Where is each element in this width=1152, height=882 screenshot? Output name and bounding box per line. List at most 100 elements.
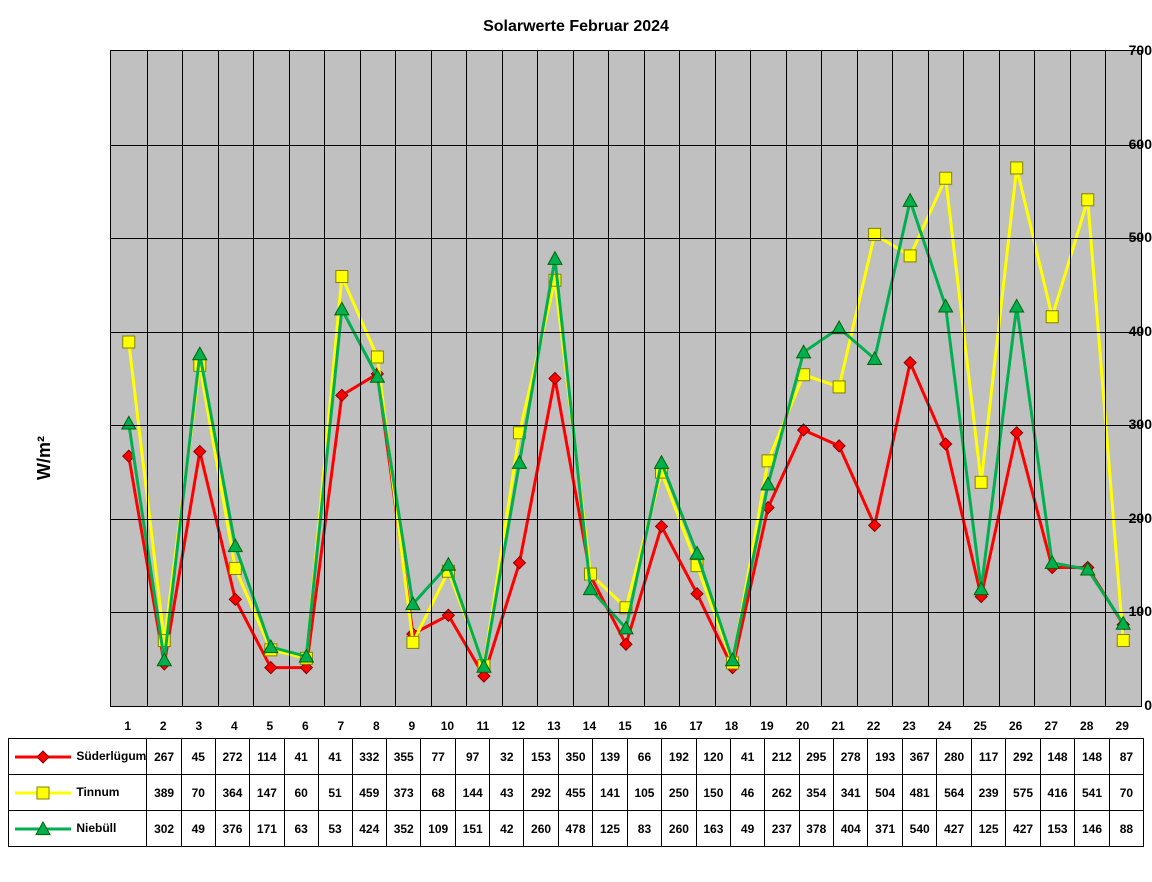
y-axis-label: W/m²	[34, 436, 55, 480]
v-gridline	[928, 51, 929, 706]
x-tick-label: 23	[902, 719, 915, 733]
table-cell: 41	[731, 739, 765, 775]
table-cell: 148	[1040, 739, 1074, 775]
table-cell: 68	[421, 775, 455, 811]
x-tick-label: 20	[796, 719, 809, 733]
table-cell: 141	[593, 775, 627, 811]
x-tick-label: 27	[1045, 719, 1058, 733]
v-gridline	[182, 51, 183, 706]
plot-svg	[111, 51, 1141, 706]
x-tick-label: 21	[831, 719, 844, 733]
table-cell: 280	[937, 739, 971, 775]
v-gridline	[360, 51, 361, 706]
v-gridline	[431, 51, 432, 706]
table-row: Süderlügum267452721144141332355779732153…	[9, 739, 1144, 775]
table-cell: 302	[147, 811, 181, 847]
table-cell: 478	[558, 811, 592, 847]
table-cell: 404	[833, 811, 867, 847]
v-gridline	[715, 51, 716, 706]
table-cell: 373	[386, 775, 420, 811]
table-cell: 41	[318, 739, 352, 775]
x-tick-label: 16	[654, 719, 667, 733]
v-gridline	[395, 51, 396, 706]
v-gridline	[147, 51, 148, 706]
legend-cell: Süderlügum	[9, 739, 147, 775]
x-tick-label: 3	[195, 719, 202, 733]
v-gridline	[892, 51, 893, 706]
v-gridline	[786, 51, 787, 706]
table-cell: 564	[937, 775, 971, 811]
table-cell: 43	[490, 775, 524, 811]
x-tick-label: 24	[938, 719, 951, 733]
table-cell: 163	[696, 811, 730, 847]
table-cell: 295	[799, 739, 833, 775]
h-gridline	[111, 238, 1141, 239]
table-cell: 83	[627, 811, 661, 847]
table-cell: 341	[833, 775, 867, 811]
table-cell: 105	[627, 775, 661, 811]
x-tick-label: 8	[373, 719, 380, 733]
table-cell: 267	[147, 739, 181, 775]
y-tick-label: 100	[1054, 603, 1152, 619]
table-cell: 504	[868, 775, 902, 811]
table-cell: 260	[524, 811, 558, 847]
legend-label: Tinnum	[73, 785, 119, 799]
x-tick-label: 10	[441, 719, 454, 733]
table-cell: 355	[386, 739, 420, 775]
v-gridline	[537, 51, 538, 706]
x-tick-label: 29	[1116, 719, 1129, 733]
table-cell: 70	[1109, 775, 1143, 811]
y-tick-label: 0	[1054, 697, 1152, 713]
table-cell: 151	[455, 811, 489, 847]
table-cell: 150	[696, 775, 730, 811]
table-cell: 427	[1006, 811, 1040, 847]
table-cell: 367	[902, 739, 936, 775]
table-cell: 147	[250, 775, 284, 811]
x-tick-label: 14	[583, 719, 596, 733]
table-cell: 109	[421, 811, 455, 847]
table-cell: 292	[524, 775, 558, 811]
table-cell: 49	[181, 811, 215, 847]
table-cell: 455	[558, 775, 592, 811]
table-cell: 97	[455, 739, 489, 775]
legend-label: Süderlügum	[73, 749, 146, 763]
table-cell: 424	[352, 811, 386, 847]
x-tick-label: 7	[338, 719, 345, 733]
y-tick-label: 500	[1054, 229, 1152, 245]
table-cell: 212	[765, 739, 799, 775]
table-cell: 70	[181, 775, 215, 811]
table-cell: 350	[558, 739, 592, 775]
table-cell: 144	[455, 775, 489, 811]
v-gridline	[679, 51, 680, 706]
table-cell: 427	[937, 811, 971, 847]
x-tick-label: 26	[1009, 719, 1022, 733]
table-cell: 66	[627, 739, 661, 775]
plot-area	[110, 50, 1142, 707]
table-cell: 114	[250, 739, 284, 775]
table-cell: 77	[421, 739, 455, 775]
table-cell: 46	[731, 775, 765, 811]
table-cell: 239	[971, 775, 1005, 811]
table-cell: 193	[868, 739, 902, 775]
chart-container: Solarwerte Februar 2024 W/m² Süderlügum2…	[0, 0, 1152, 882]
table-cell: 272	[215, 739, 249, 775]
v-gridline	[1034, 51, 1035, 706]
table-cell: 332	[352, 739, 386, 775]
table-cell: 153	[524, 739, 558, 775]
v-gridline	[608, 51, 609, 706]
x-tick-label: 2	[160, 719, 167, 733]
table-cell: 153	[1040, 811, 1074, 847]
h-gridline	[111, 425, 1141, 426]
table-cell: 45	[181, 739, 215, 775]
table-cell: 260	[662, 811, 696, 847]
table-cell: 540	[902, 811, 936, 847]
table-cell: 376	[215, 811, 249, 847]
y-tick-label: 300	[1054, 416, 1152, 432]
v-gridline	[466, 51, 467, 706]
legend-cell: Niebüll	[9, 811, 147, 847]
table-cell: 378	[799, 811, 833, 847]
table-cell: 541	[1075, 775, 1109, 811]
table-cell: 371	[868, 811, 902, 847]
x-tick-label: 1	[124, 719, 131, 733]
h-gridline	[111, 145, 1141, 146]
